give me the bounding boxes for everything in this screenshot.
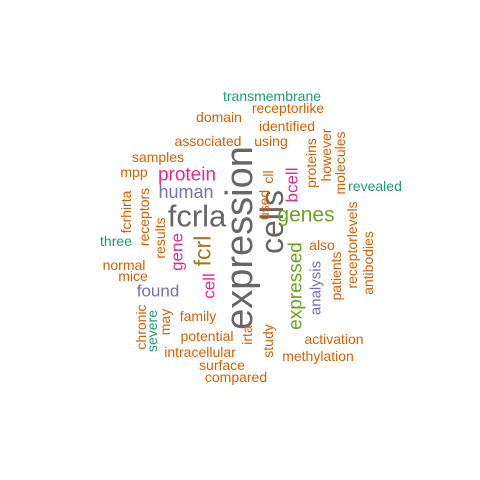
- word-transmembrane: transmembrane: [222, 88, 322, 104]
- word-fcrla: fcrla: [167, 198, 227, 234]
- word-analysis: analysis: [307, 260, 325, 316]
- word-receptorlike: receptorlike: [251, 100, 325, 116]
- word-samples: samples: [131, 149, 185, 165]
- word-compared: compared: [204, 369, 268, 385]
- word-fcrhirta: fcrhirta: [118, 190, 134, 234]
- word-however: however: [318, 128, 334, 182]
- word-human: human: [158, 182, 214, 202]
- word-may: may: [157, 308, 173, 336]
- word-surface: surface: [199, 357, 245, 373]
- word-bcell: bcell: [282, 167, 302, 203]
- word-revealed: revealed: [348, 178, 402, 194]
- word-using: using: [254, 133, 288, 149]
- word-mice: mice: [118, 268, 148, 284]
- word-study: study: [260, 324, 276, 358]
- word-molecules: molecules: [332, 131, 348, 195]
- word-intracellular: intracellular: [164, 344, 236, 360]
- word-cell: cell: [199, 273, 219, 299]
- word-results: results: [152, 217, 168, 259]
- word-receptors: receptors: [136, 187, 152, 247]
- word-cll: cll: [260, 170, 276, 184]
- word-fcrl: fcrl: [189, 235, 216, 267]
- word-activation: activation: [304, 331, 364, 347]
- word-expressed: expressed: [285, 242, 307, 330]
- word-genes: genes: [277, 203, 335, 227]
- word-irta: irta: [239, 325, 255, 345]
- word-also: also: [309, 237, 335, 253]
- word-severe: severe: [144, 309, 160, 353]
- word-domain: domain: [196, 109, 242, 125]
- word-potential: potential: [180, 328, 234, 344]
- word-antibodies: antibodies: [360, 231, 376, 295]
- word-protein: protein: [157, 164, 217, 186]
- word-family: family: [179, 308, 217, 324]
- word-found: found: [136, 281, 180, 301]
- word-identified: identified: [258, 118, 316, 134]
- word-receptorlevels: receptorlevels: [344, 201, 360, 289]
- word-proteins: proteins: [303, 138, 319, 188]
- word-mpp: mpp: [120, 164, 148, 180]
- word-three: three: [100, 233, 132, 249]
- word-methylation: methylation: [282, 348, 354, 364]
- word-associated: associated: [174, 133, 242, 149]
- word-used: used: [256, 189, 272, 221]
- word-gene: gene: [167, 233, 187, 271]
- word-patients: patients: [328, 251, 344, 301]
- word-normal: normal: [102, 257, 146, 273]
